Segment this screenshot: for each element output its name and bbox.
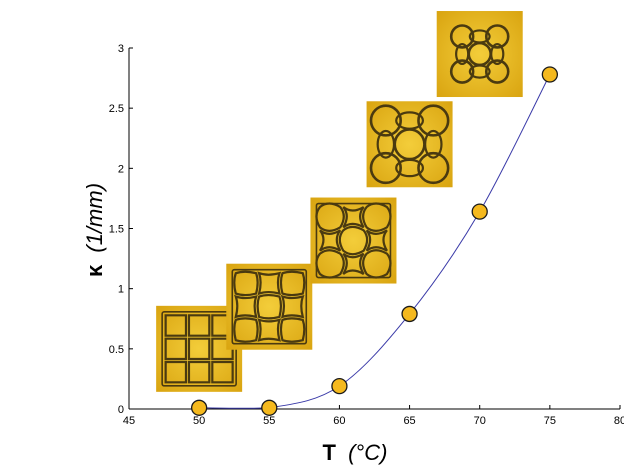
lattice-node — [484, 59, 510, 84]
x-tick-label-6: 75 — [544, 415, 556, 427]
data-point-4 — [471, 203, 488, 220]
y-tick-label-1: 0.5 — [109, 344, 124, 356]
data-point-2 — [331, 377, 348, 395]
lattice-cell — [233, 270, 259, 297]
lattice-link — [490, 43, 505, 65]
inset-tight-bowtie-lattice — [436, 11, 523, 98]
lattice-link — [395, 158, 425, 178]
y-tick-label-3: 1.5 — [109, 224, 124, 236]
lattice-insets — [156, 11, 523, 392]
data-point-0 — [190, 399, 208, 416]
y-axis-symbol: κ — [82, 264, 107, 277]
lattice-cell — [187, 360, 211, 384]
y-tick-label-4: 2 — [118, 163, 124, 175]
x-axis-unit: (°C) — [348, 440, 387, 465]
lattice-cell — [187, 314, 211, 337]
lattice-cell — [280, 294, 305, 319]
lattice-cell — [342, 252, 365, 275]
lattice-node — [417, 104, 450, 137]
inset-bowtie-lattice — [366, 101, 453, 188]
lattice-cell — [279, 317, 306, 343]
lattice-link — [395, 111, 425, 130]
lattice-node — [449, 24, 475, 49]
data-point-5 — [541, 66, 559, 83]
inset-slightly-wavy-grid — [226, 263, 313, 350]
axes: 45 50 55 60 65 70 75 80 0 0.5 1 1.5 2 2.5 3 — [109, 43, 624, 427]
lattice-node — [369, 151, 402, 185]
y-tick-label-2: 1 — [118, 284, 124, 296]
lattice-cell — [256, 293, 283, 320]
lattice-cell — [233, 317, 259, 343]
x-tick-label-7: 80 — [614, 415, 624, 427]
x-tick-label-4: 65 — [403, 415, 415, 427]
data-point-3 — [401, 305, 418, 323]
y-axis-unit: (1/mm) — [82, 183, 107, 253]
lattice-cell — [211, 360, 234, 384]
x-tick-label-1: 50 — [193, 415, 205, 427]
lattice-link — [468, 64, 491, 79]
inset-wavy-grid — [310, 197, 397, 284]
lattice-cell — [338, 225, 369, 256]
lattice-cell — [164, 360, 188, 384]
lattice-node — [369, 104, 402, 137]
lattice-node — [417, 151, 450, 185]
lattice-node — [449, 59, 475, 84]
lattice-cell — [342, 206, 365, 229]
lattice-link — [424, 129, 443, 159]
x-axis-title: T (°C) — [323, 440, 388, 465]
lattice-border — [315, 202, 392, 279]
inset-background — [226, 263, 313, 350]
lattice-cell — [365, 229, 388, 252]
y-tick-label-5: 2.5 — [109, 103, 124, 115]
lattice-cell — [164, 337, 188, 361]
y-tick-label-6: 3 — [118, 43, 124, 55]
lattice-cell — [257, 271, 282, 296]
x-tick-label-3: 60 — [333, 415, 345, 427]
inset-background — [310, 197, 397, 284]
x-tick-label-0: 45 — [123, 415, 135, 427]
lattice-link — [376, 129, 396, 159]
lattice-cell — [319, 229, 342, 252]
lattice-link — [468, 29, 491, 44]
lattice-link — [455, 43, 470, 65]
lattice-cell — [234, 294, 258, 319]
y-axis-title: κ (1/mm) — [82, 183, 107, 277]
inset-background — [436, 11, 523, 98]
inset-background — [366, 101, 453, 188]
lattice-border — [231, 268, 308, 345]
lattice-cell — [279, 270, 306, 297]
data-point-1 — [261, 399, 278, 416]
lattice-cell — [211, 337, 234, 361]
lattice-cell — [257, 318, 282, 342]
y-tick-label-0: 0 — [118, 404, 124, 416]
x-tick-label-2: 55 — [263, 415, 275, 427]
data-series — [190, 66, 559, 416]
lattice-node — [484, 24, 510, 49]
x-axis-symbol: T — [323, 440, 337, 465]
lattice-cell — [362, 249, 392, 279]
x-tick-label-5: 70 — [474, 415, 486, 427]
lattice-cell — [187, 337, 211, 361]
lattice-cell — [164, 314, 188, 337]
axis-titles: T (°C) κ (1/mm) — [82, 183, 387, 465]
